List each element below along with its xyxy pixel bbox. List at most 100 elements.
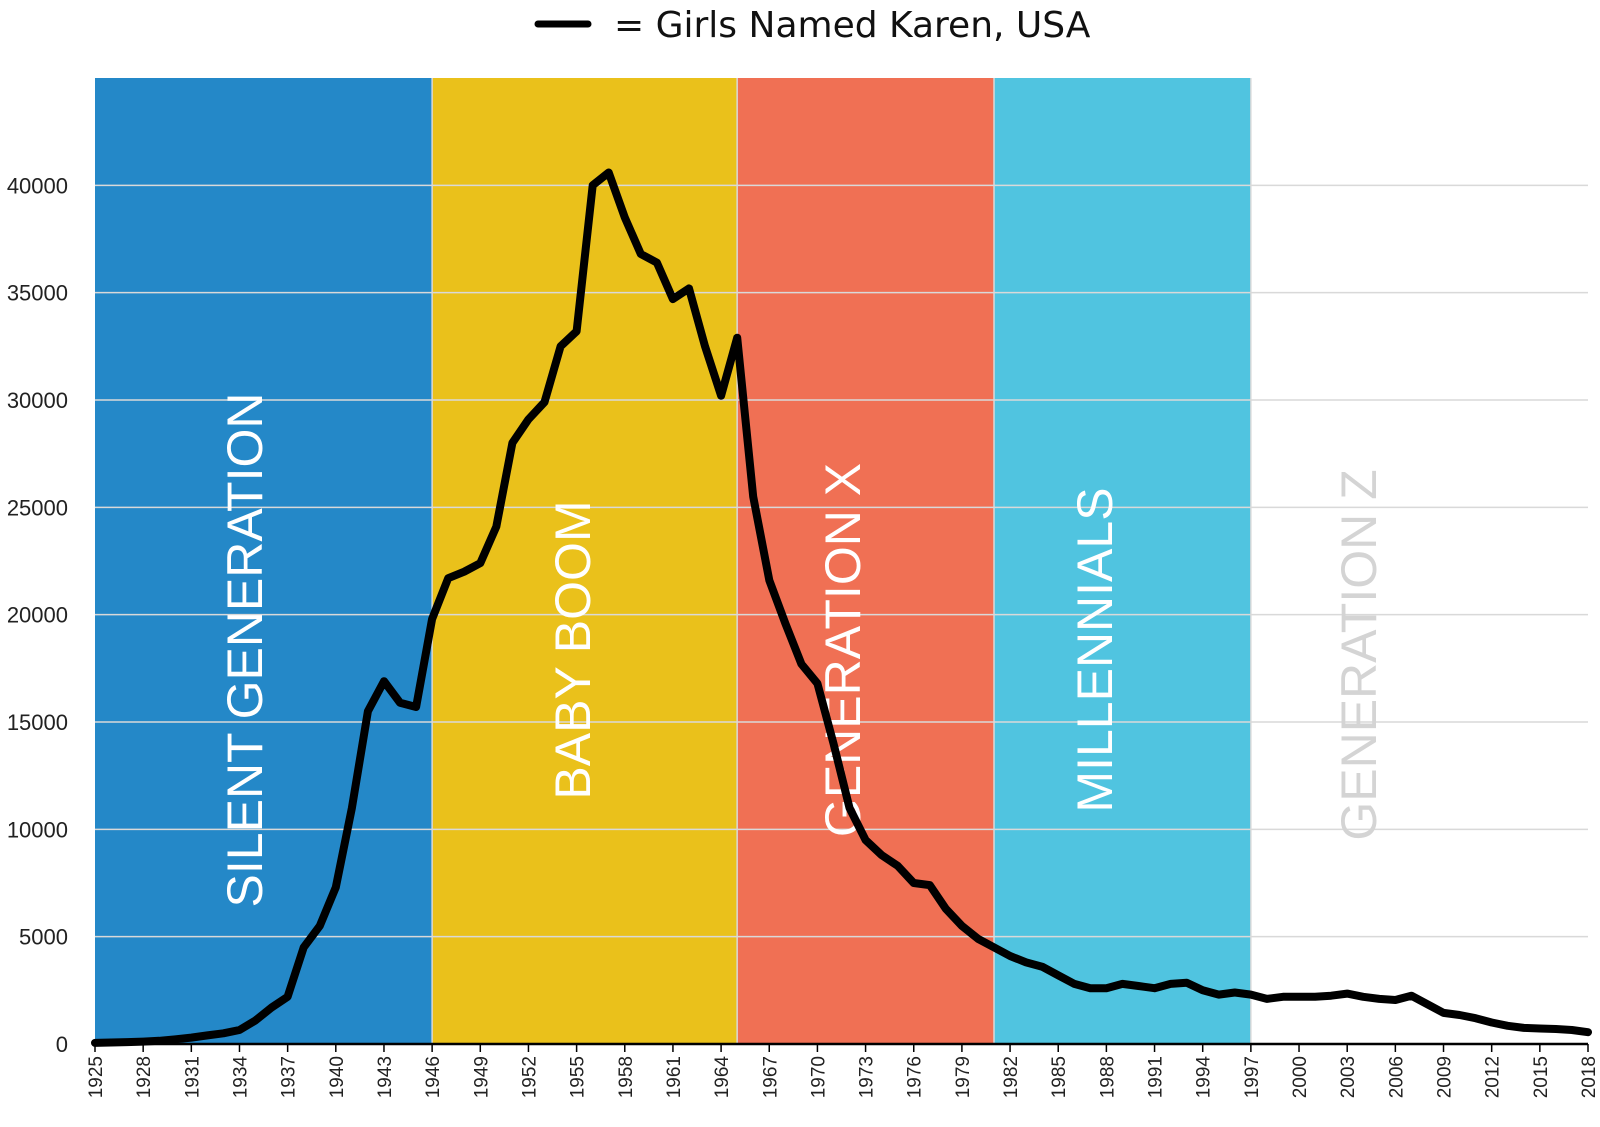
data-point-1973 — [865, 839, 867, 841]
data-point-1970 — [816, 682, 818, 684]
y-tick-label-30000: 30000 — [7, 388, 68, 413]
band-silent-generation — [95, 78, 433, 1044]
data-point-1957 — [608, 172, 610, 174]
x-tick-label-1952: 1952 — [519, 1056, 540, 1098]
y-tick-label-25000: 25000 — [7, 495, 68, 520]
data-point-1937 — [287, 996, 289, 998]
x-tick-label-1934: 1934 — [230, 1056, 251, 1099]
data-point-1964 — [720, 395, 722, 397]
data-point-1985 — [1057, 974, 1059, 976]
x-tick-label-1967: 1967 — [760, 1056, 781, 1098]
data-point-1995 — [1218, 994, 1220, 996]
x-tick-label-1949: 1949 — [471, 1056, 492, 1098]
x-tick-label-1973: 1973 — [857, 1056, 878, 1098]
data-point-2013 — [1507, 1025, 1509, 1027]
data-point-1941 — [351, 807, 353, 809]
series-layer — [91, 168, 1592, 1047]
x-tick-label-1991: 1991 — [1146, 1056, 1167, 1098]
axes: 0 5000 10000 15000 20000 25000 30000 35000 40000… — [7, 173, 1600, 1098]
data-point-1978 — [945, 908, 947, 910]
data-point-1971 — [833, 743, 835, 745]
data-point-1960 — [656, 262, 658, 264]
data-point-1945 — [415, 706, 417, 708]
x-tick-label-1943: 1943 — [375, 1056, 396, 1098]
y-tick-label-35000: 35000 — [7, 281, 68, 306]
data-point-1992 — [1170, 983, 1172, 985]
y-tick-label-0: 0 — [56, 1032, 68, 1057]
data-point-1936 — [271, 1007, 273, 1009]
data-point-1969 — [800, 663, 802, 665]
data-point-1994 — [1202, 989, 1204, 991]
x-tick-label-1928: 1928 — [134, 1056, 155, 1098]
x-tick-label-1937: 1937 — [279, 1056, 300, 1098]
generation-band-labels: SILENT GENERATION BABY BOOM GENERATION X MI… — [217, 393, 1387, 908]
data-point-2011 — [1475, 1017, 1477, 1019]
x-tick-label-2015: 2015 — [1531, 1056, 1552, 1098]
data-point-2009 — [1443, 1012, 1445, 1014]
x-tick-label-1970: 1970 — [808, 1056, 829, 1098]
data-point-1927 — [126, 1041, 128, 1043]
data-point-1951 — [511, 442, 513, 444]
data-point-1989 — [1121, 983, 1123, 985]
data-point-1991 — [1154, 987, 1156, 989]
data-point-1946 — [431, 618, 433, 620]
data-point-2018 — [1587, 1031, 1589, 1033]
x-tick-label-2009: 2009 — [1435, 1056, 1456, 1098]
y-tick-label-5000: 5000 — [19, 925, 68, 950]
data-point-1976 — [913, 882, 915, 884]
data-point-2008 — [1427, 1003, 1429, 1005]
data-point-2012 — [1491, 1022, 1493, 1024]
data-point-1990 — [1138, 985, 1140, 987]
data-point-2002 — [1330, 995, 1332, 997]
data-point-1977 — [929, 884, 931, 886]
x-tick-label-1958: 1958 — [616, 1056, 637, 1098]
x-tick-label-1982: 1982 — [1001, 1056, 1022, 1098]
data-point-1956 — [592, 184, 594, 186]
data-point-1988 — [1105, 987, 1107, 989]
data-point-1981 — [993, 946, 995, 948]
data-point-1961 — [672, 298, 674, 300]
band-label-silent-generation: SILENT GENERATION — [217, 393, 273, 908]
data-point-1942 — [367, 710, 369, 712]
data-point-2000 — [1298, 996, 1300, 998]
x-tick-label-2018: 2018 — [1579, 1056, 1600, 1098]
x-tick-label-1964: 1964 — [712, 1056, 733, 1099]
data-point-1996 — [1234, 992, 1236, 994]
data-point-1940 — [335, 886, 337, 888]
x-tick-label-1976: 1976 — [905, 1056, 926, 1098]
data-point-1982 — [1009, 955, 1011, 957]
data-point-1928 — [142, 1041, 144, 1043]
data-point-1972 — [849, 807, 851, 809]
data-point-2003 — [1346, 993, 1348, 995]
data-point-1932 — [206, 1034, 208, 1036]
data-point-2004 — [1362, 996, 1364, 998]
data-point-2017 — [1571, 1029, 1573, 1031]
data-point-2010 — [1459, 1014, 1461, 1016]
x-tick-label-2006: 2006 — [1386, 1056, 1407, 1098]
data-point-1979 — [961, 925, 963, 927]
data-point-1967 — [768, 579, 770, 581]
data-point-1984 — [1041, 966, 1043, 968]
series-line-karen — [91, 168, 1592, 1047]
data-point-1952 — [528, 418, 530, 420]
data-point-1930 — [174, 1038, 176, 1040]
data-point-1953 — [544, 401, 546, 403]
data-point-1963 — [704, 345, 706, 347]
data-point-2007 — [1410, 995, 1412, 997]
data-point-1959 — [640, 253, 642, 255]
data-point-1997 — [1250, 994, 1252, 996]
y-tick-label-15000: 15000 — [7, 710, 68, 735]
data-point-1950 — [495, 526, 497, 528]
data-point-1934 — [239, 1029, 241, 1031]
data-point-1926 — [110, 1042, 112, 1044]
band-generation-z — [1250, 78, 1588, 1044]
x-tick-label-1988: 1988 — [1097, 1056, 1118, 1098]
data-point-1949 — [479, 562, 481, 564]
band-millennials — [994, 78, 1251, 1044]
data-point-1929 — [158, 1040, 160, 1042]
x-tick-label-2000: 2000 — [1290, 1056, 1311, 1098]
data-point-1962 — [688, 287, 690, 289]
data-point-1947 — [447, 577, 449, 579]
data-point-1948 — [463, 571, 465, 573]
